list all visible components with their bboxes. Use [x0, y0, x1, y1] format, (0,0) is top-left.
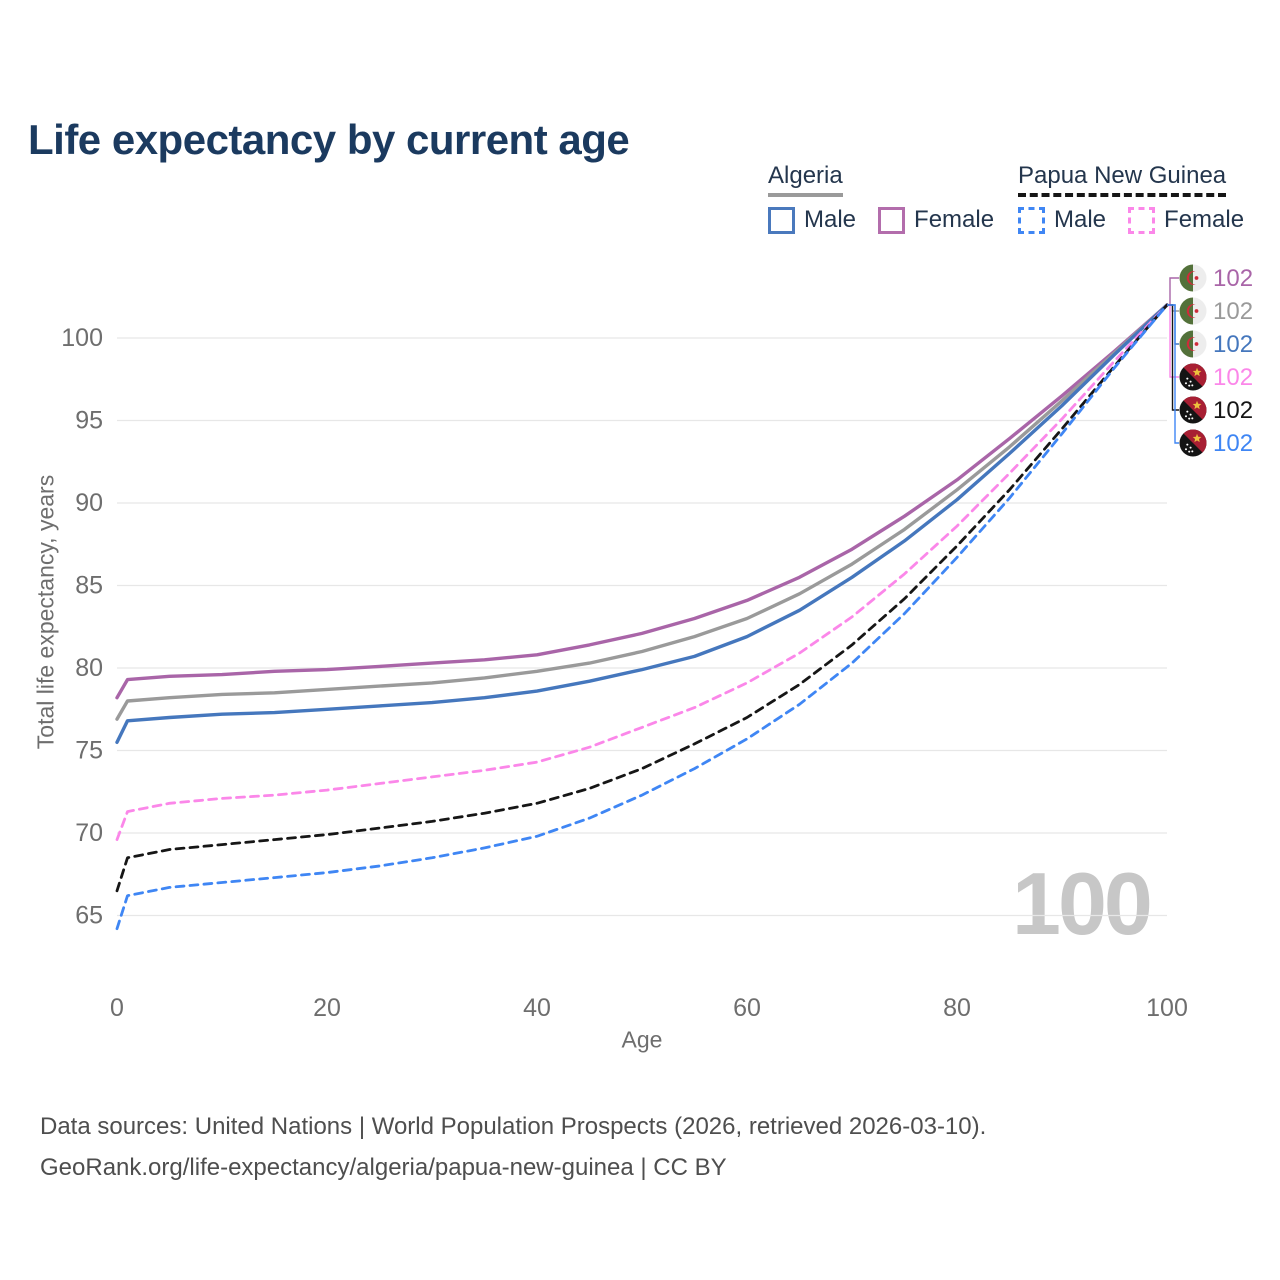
legend-item-algeria-male[interactable]: Male	[768, 206, 856, 234]
legend-item-papua-new-guinea-female[interactable]: Female	[1128, 206, 1244, 234]
y-tick-label: 90	[75, 489, 103, 517]
end-value-label: 102	[1213, 364, 1253, 391]
series-line-algeria-male	[115, 303, 1169, 744]
footer-attribution: GeoRank.org/life-expectancy/algeria/papu…	[40, 1154, 727, 1181]
page-title: Life expectancy by current age	[28, 116, 630, 164]
series-line-algeria-female	[115, 303, 1169, 700]
papua-new-guinea-flag-icon	[1179, 429, 1207, 457]
end-label-group-papua-new-guinea-male: 102	[1179, 429, 1253, 457]
y-tick-label: 80	[75, 654, 103, 682]
x-tick-label: 80	[943, 994, 971, 1022]
x-tick-label: 20	[313, 994, 341, 1022]
legend-swatch	[878, 206, 906, 234]
y-tick-label: 100	[61, 324, 103, 352]
end-value-label: 102	[1213, 331, 1253, 358]
legend-item-label: Male	[804, 206, 857, 233]
algeria-flag-icon	[1179, 297, 1207, 325]
end-value-label: 102	[1213, 298, 1253, 325]
series-line-algeria-both-sexes	[115, 303, 1169, 721]
y-tick-label: 95	[75, 407, 103, 435]
legend-swatch	[1128, 206, 1156, 234]
legend-swatch	[1018, 206, 1045, 234]
end-value-label: 102	[1213, 430, 1253, 457]
papua-new-guinea-flag-icon	[1179, 363, 1207, 391]
end-label-connector	[1167, 304, 1179, 411]
y-axis-title: Total life expectancy, years	[32, 474, 59, 750]
legend-item-label: Female	[914, 206, 995, 233]
end-label-group-algeria-both-sexes: 102	[1179, 297, 1253, 325]
papua-new-guinea-flag-icon	[1179, 396, 1207, 424]
end-value-label: 102	[1213, 397, 1253, 424]
y-tick-label: 65	[75, 902, 103, 930]
x-tick-label: 60	[733, 994, 761, 1022]
x-axis-title: Age	[621, 1026, 663, 1053]
series-line-papua-new-guinea-female	[115, 303, 1169, 841]
algeria-flag-icon	[1179, 330, 1207, 358]
algeria-flag-icon	[1179, 264, 1207, 292]
y-tick-label: 75	[75, 737, 103, 765]
legend-item-algeria-female[interactable]: Female	[878, 206, 994, 234]
end-label-group-algeria-female: 102	[1179, 264, 1253, 292]
x-tick-label: 0	[110, 994, 124, 1022]
series-line-papua-new-guinea-both-sexes	[115, 303, 1169, 893]
end-label-group-papua-new-guinea-both-sexes: 102	[1179, 396, 1253, 424]
series-line-papua-new-guinea-male	[115, 303, 1169, 931]
footer-data-sources: Data sources: United Nations | World Pop…	[40, 1113, 987, 1140]
legend-item-papua-new-guinea-male[interactable]: Male	[1018, 206, 1106, 234]
legend-item-label: Female	[1164, 206, 1245, 233]
footer: Data sources: United Nations | World Pop…	[40, 1106, 986, 1188]
end-label-group-algeria-male: 102	[1179, 330, 1253, 358]
x-tick-label: 40	[523, 994, 551, 1022]
legend-swatch	[768, 206, 795, 234]
age-counter-watermark: 100	[1012, 854, 1153, 953]
legend-item-label: Male	[1054, 206, 1107, 233]
end-label-connector	[1167, 304, 1179, 444]
y-tick-label: 70	[75, 819, 103, 847]
end-value-label: 102	[1213, 265, 1253, 292]
x-tick-label: 100	[1146, 994, 1188, 1022]
y-tick-label: 85	[75, 572, 103, 600]
end-label-connector	[1167, 277, 1179, 306]
end-label-group-papua-new-guinea-female: 102	[1179, 363, 1253, 391]
